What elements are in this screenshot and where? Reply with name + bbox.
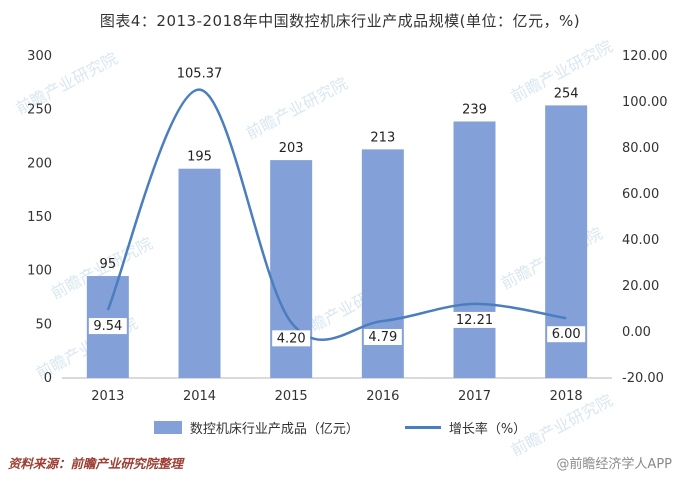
line-label-bg [451,311,498,328]
line-series-label: 增长率（%） [448,422,527,437]
right-axis-tick: 100.00 [622,95,668,110]
x-axis-label: 2018 [550,389,583,404]
line-label-bg [88,318,127,335]
bar-series-swatch [153,421,182,434]
left-axis-tick: 250 [27,103,52,118]
combo-chart: 300 250 200 150 100 50 0 120.00 100.00 80.00 60.00… [27,49,668,404]
x-axis-label: 2013 [91,389,124,404]
x-axis-label: 2016 [366,389,399,404]
bar-value-label: 195 [187,150,212,165]
line-label-bg [547,326,586,343]
bar-value-label: 254 [554,86,579,101]
right-axis-tick: 80.00 [622,141,659,156]
right-axis-tick: 120.00 [622,49,668,64]
line-value-label: 12.21 [456,313,493,328]
left-axis-tick: 300 [27,49,52,64]
line-value-label: 4.20 [277,331,306,346]
line-value-label: 6.00 [552,327,581,342]
bar-value-label: 203 [279,141,304,156]
line-value-label: 9.54 [93,319,122,334]
left-axis-tick: 150 [27,210,52,225]
credit-text: @前瞻经济学人APP [556,457,672,472]
bar-value-label: 239 [462,102,487,117]
right-axis-tick: 20.00 [622,279,659,294]
growth-line [106,88,567,342]
legend-item-line-series: 增长率（%） [404,418,527,437]
bar [453,121,496,379]
line-value-label: 4.79 [368,330,397,345]
bar-series-label: 数控机床行业产成品（亿元） [189,422,359,437]
line-label-bg [363,328,402,345]
right-axis-tick: -20.00 [622,371,664,386]
left-axis-tick: 100 [27,264,52,279]
chart-title: 图表4：2013-2018年中国数控机床行业产成品规模(单位：亿元，%) [99,12,581,30]
line-series-swatch [404,426,441,429]
left-axis-tick: 0 [44,371,52,386]
left-axis-tick: 200 [27,156,52,171]
line-label-bg [173,65,226,82]
bar [178,168,221,378]
left-axis-tick: 50 [35,317,52,332]
line-value-label: 105.37 [177,67,223,82]
line-label-bg [272,330,311,347]
x-axis-label: 2017 [458,389,491,404]
bar-value-label: 95 [100,257,117,272]
right-axis-tick: 40.00 [622,233,659,248]
right-axis-tick: 60.00 [622,187,659,202]
source-text: 资料来源：前瞻产业研究院整理 [8,456,184,471]
right-axis-tick: 0.00 [622,325,651,340]
x-axis-label: 2014 [183,389,216,404]
bar-value-label: 213 [370,130,395,145]
legend-item-bar-series: 数控机床行业产成品（亿元） [153,418,359,437]
x-axis-label: 2015 [275,389,308,404]
legend: 数控机床行业产成品（亿元） 增长率（%） [0,418,680,437]
footer: 资料来源：前瞻产业研究院整理 @前瞻经济学人APP [8,453,672,472]
